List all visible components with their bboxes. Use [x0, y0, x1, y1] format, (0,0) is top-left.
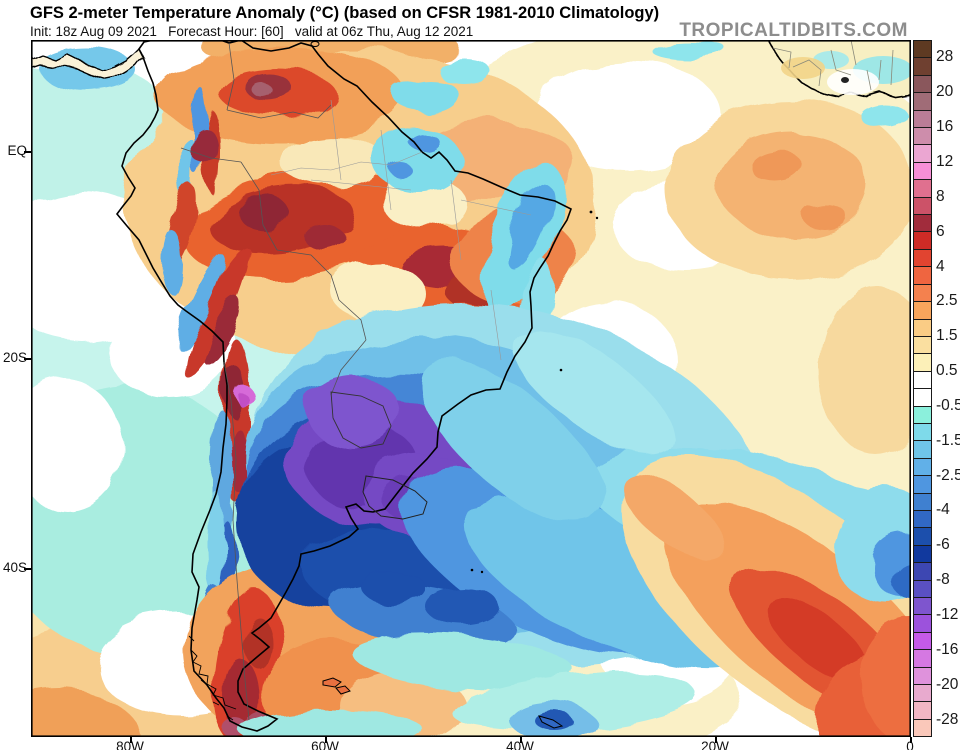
lon-tick-label: 0: [906, 739, 914, 750]
colorbar-cell: [914, 371, 931, 390]
colorbar-cell: [914, 162, 931, 181]
colorbar-cell: [914, 336, 931, 355]
colorbar-cell: [914, 93, 931, 111]
country-borders-north: [180, 42, 367, 396]
colorbar-tick-label: 1.5: [936, 327, 958, 345]
colorbar-cell: [914, 510, 931, 529]
lon-tick-mark: [520, 737, 522, 743]
colorbar-cell: [914, 75, 931, 94]
lat-tick-mark: [24, 358, 31, 360]
colorbar-cell: [914, 319, 931, 337]
colorbar-tick-label: 12: [936, 152, 954, 170]
colorbar-cell: [914, 180, 931, 198]
forecast-info-line: Init: 18z Aug 09 2021 Forecast Hour: [60…: [30, 24, 474, 39]
colorbar-cell: [914, 458, 931, 477]
colorbar-cell: [914, 423, 931, 442]
colorbar-cell: [914, 632, 931, 651]
colorbar-cell: [914, 145, 931, 163]
colorbar-cell: [914, 580, 931, 598]
colorbar-cell: [914, 389, 931, 407]
anomaly-field: [31, 40, 911, 737]
lon-tick-mark: [910, 737, 912, 743]
colorbar-tick-label: 8: [936, 187, 945, 205]
south-america-coastline: [115, 40, 572, 732]
colorbar-cell: [914, 650, 931, 668]
colorbar-cell: [914, 441, 931, 459]
lon-tick-label: 20W: [701, 739, 729, 750]
colorbar-cell: [914, 249, 931, 268]
colorbar-tick-label: -4: [936, 501, 950, 519]
lat-tick-label: 40S: [2, 560, 27, 575]
colorbar-tick-label: 6: [936, 222, 945, 240]
colorbar-cell: [914, 685, 931, 703]
colorbar-tick-label: 0.5: [936, 362, 958, 380]
colorbar-tick-label: 16: [936, 118, 954, 136]
colorbar-cell: [914, 493, 931, 511]
colorbar-cell: [914, 406, 931, 424]
south-georgia-island: [538, 715, 564, 729]
colorbar-tick-label: -2.5: [936, 466, 960, 484]
colorbar-tick-label: -16: [936, 640, 959, 658]
fjords-texture: [188, 635, 237, 721]
tropicaltidbits-watermark: TROPICALTIDBITS.COM: [679, 20, 908, 41]
coastlines-and-borders: [31, 40, 911, 732]
lat-tick-label: EQ: [7, 143, 27, 158]
falkland-islands: [322, 677, 351, 695]
rivers-and-state-borders: [270, 99, 532, 361]
page-title: GFS 2-meter Temperature Anomaly (°C) (ba…: [30, 4, 660, 22]
colorbar-cell: [914, 58, 931, 76]
colorbar-cell: [914, 41, 931, 59]
colorbar-cell: [914, 615, 931, 633]
lon-tick-mark: [130, 737, 132, 743]
colorbar-tick-label: -28: [936, 710, 959, 728]
colorbar-tick-label: -6: [936, 536, 950, 554]
colorbar-cell: [914, 528, 931, 546]
colorbar-tick-label: -0.5: [936, 396, 960, 414]
colorbar-cell: [914, 598, 931, 616]
colorbar-tick-label: -12: [936, 606, 959, 624]
temperature-colorbar: [913, 40, 932, 737]
uruguay-border: [362, 475, 428, 520]
colorbar-cell: [914, 667, 931, 686]
colorbar-cell: [914, 476, 931, 494]
lon-tick-label: 40W: [506, 739, 534, 750]
colorbar-tick-label: 4: [936, 257, 945, 275]
colorbar-cell: [914, 563, 931, 581]
colorbar-cell: [914, 128, 931, 146]
lon-tick-label: 80W: [116, 739, 144, 750]
colorbar-tick-label: 20: [936, 83, 954, 101]
colorbar-cell: [914, 215, 931, 233]
colorbar-tick-label: -8: [936, 571, 950, 589]
paraguay-border: [330, 391, 392, 449]
africa-country-borders: [772, 40, 894, 91]
colorbar-cell: [914, 354, 931, 372]
colorbar-cell: [914, 284, 931, 303]
map-frame: [31, 40, 911, 737]
colorbar-cell: [914, 197, 931, 216]
lon-tick-mark: [325, 737, 327, 743]
lat-tick-label: 20S: [2, 350, 27, 365]
colorbar-cell: [914, 302, 931, 320]
colorbar-tick-label: 2.5: [936, 292, 958, 310]
lat-tick-mark: [24, 568, 31, 570]
colorbar-cell: [914, 232, 931, 250]
colorbar-cell: [914, 545, 931, 564]
colorbar-tick-label: 28: [936, 48, 954, 66]
colorbar-cell: [914, 702, 931, 720]
lon-tick-label: 60W: [311, 739, 339, 750]
lon-tick-mark: [715, 737, 717, 743]
chile-argentina-border: [223, 361, 250, 721]
colorbar-cell: [914, 267, 931, 285]
map-canvas: [31, 40, 911, 737]
colorbar-cell: [914, 719, 931, 737]
colorbar-cell: [914, 110, 931, 129]
colorbar-tick-label: -20: [936, 675, 959, 693]
colorbar-tick-label: -1.5: [936, 431, 960, 449]
lat-tick-mark: [24, 151, 31, 153]
